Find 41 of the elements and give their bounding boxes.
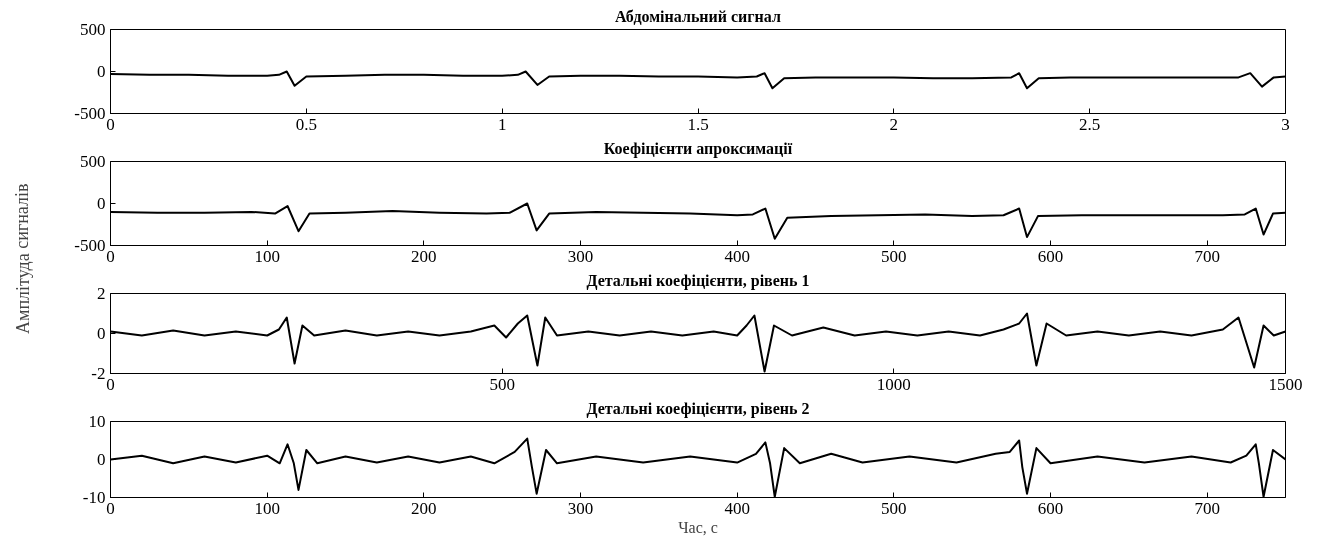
x-tick-label: 700 (1194, 498, 1220, 518)
y-tick-label: 500 (80, 20, 106, 39)
x-tick-label: 1.5 (687, 114, 709, 134)
x-tick-label: 3 (1281, 114, 1290, 134)
chart-title: Детальні коефіцієнти, рівень 2 (586, 399, 810, 418)
x-tick-label: 100 (254, 246, 280, 266)
x-tick-label: 1500 (1268, 374, 1303, 394)
x-tick-label: 400 (724, 498, 750, 518)
x-tick-label: 500 (881, 246, 907, 266)
x-axis-title: Час, с (678, 518, 718, 536)
x-tick-label: 300 (567, 498, 594, 518)
chart-title: Коефіцієнти апроксимації (603, 139, 793, 158)
y-tick-label: -500 (74, 236, 106, 255)
x-tick-label: 100 (254, 498, 280, 518)
y-tick-label: -500 (74, 104, 106, 123)
x-tick-label: 600 (1037, 498, 1064, 518)
x-tick-label: 500 (489, 374, 515, 394)
x-tick-label: 400 (724, 246, 750, 266)
x-tick-label: 2 (889, 114, 899, 134)
y-tick-label: -2 (91, 364, 106, 383)
y-tick-label: 0 (97, 324, 106, 343)
x-tick-label: 700 (1194, 246, 1220, 266)
x-tick-label: 1 (497, 114, 507, 134)
y-tick-label: 0 (97, 450, 106, 469)
x-tick-label: 500 (881, 498, 907, 518)
y-tick-label: 0 (97, 194, 106, 213)
x-tick-label: 600 (1037, 246, 1064, 266)
x-tick-label: 200 (411, 498, 437, 518)
y-tick-label: 10 (88, 412, 106, 431)
y-axis-title: Амплітуда сигналів (12, 183, 33, 334)
y-tick-label: 500 (80, 152, 106, 171)
x-tick-label: 2.5 (1079, 114, 1101, 134)
x-tick-label: 300 (567, 246, 594, 266)
chart-title: Абдомінальний сигнал (615, 7, 781, 25)
y-tick-label: 2 (97, 284, 106, 303)
x-tick-label: 1000 (876, 374, 911, 394)
x-tick-label: 0.5 (295, 114, 317, 134)
x-tick-label: 200 (411, 246, 437, 266)
y-tick-label: 0 (97, 62, 106, 81)
y-tick-label: -10 (82, 488, 106, 507)
chart-title: Детальні коефіцієнти, рівень 1 (586, 271, 810, 290)
